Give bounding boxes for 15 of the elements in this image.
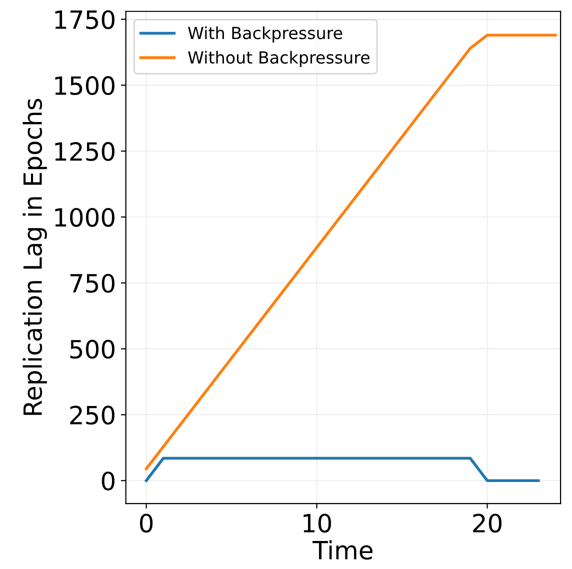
- legend-label: With Backpressure: [188, 26, 342, 43]
- x-tick-label: 0: [140, 514, 153, 533]
- y-tick-label: 0: [102, 472, 114, 490]
- y-tick-label: 1000: [55, 208, 114, 227]
- y-tick-label: 1750: [55, 10, 114, 30]
- x-tick-label: 10: [304, 514, 332, 533]
- y-tick-label: 500: [70, 340, 114, 359]
- x-tick-label: 20: [473, 514, 502, 533]
- y-axis-title: Replication Lag in Epochs: [22, 98, 47, 415]
- y-tick-label: 1500: [55, 76, 114, 96]
- y-tick-label: 750: [70, 274, 114, 293]
- x-axis-title: Time: [312, 540, 372, 560]
- y-tick-label: 1250: [55, 142, 114, 161]
- legend-label: Without Backpressure: [188, 50, 370, 67]
- y-tick-label: 250: [70, 406, 114, 425]
